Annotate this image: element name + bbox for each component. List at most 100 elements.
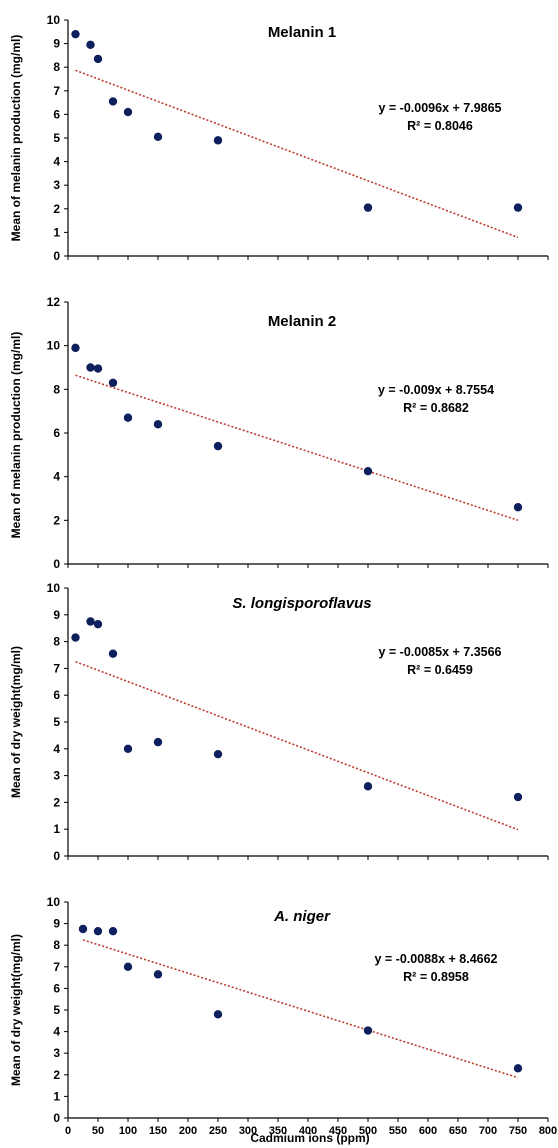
y-tick-label: 8 [53,382,60,396]
y-tick-label: 7 [53,960,60,974]
trendline [82,939,519,1079]
y-axis-label: Mean of dry weight(mg/ml) [9,646,23,798]
data-point [93,926,103,936]
x-tick-label: 700 [479,1125,497,1137]
chart-title: Melanin 2 [268,313,336,330]
data-point [513,203,523,212]
y-tick-label: 10 [47,339,61,353]
chart-title: A. niger [273,908,331,925]
y-tick-label: 5 [53,131,60,145]
data-point [93,54,103,64]
y-tick-label: 4 [53,742,60,756]
trendline-equation: y = -0.0096x + 7.9865 [378,101,501,115]
chart-panel-1: 0 1 2 3 4 5 6 7 8 9 10 Mean of melanin production (… [9,13,549,263]
data-point [71,343,80,353]
y-tick-label: 10 [47,13,61,27]
x-tick-label: 100 [119,1125,137,1137]
r-squared-label: R² = 0.8046 [407,119,473,133]
y-tick-label: 10 [47,581,61,595]
x-tick-label: 250 [209,1125,227,1137]
data-point [153,132,163,142]
y-tick-label: 1 [53,225,60,239]
y-tick-label: 8 [53,938,60,952]
y-tick-label: 2 [53,1068,60,1082]
data-point [153,737,163,747]
y-tick-label: 9 [53,37,60,51]
data-point [123,107,133,117]
data-point [108,926,118,936]
data-point [153,420,163,429]
x-tick-label: 600 [419,1125,437,1137]
data-point [108,378,118,387]
data-point [123,413,133,422]
y-tick-label: 8 [53,60,60,74]
y-tick-label: 1 [53,1089,60,1103]
shared-x-axis-label: Cadmium ions (ppm) [250,1131,369,1145]
data-point [93,364,103,373]
x-tick-label: 50 [92,1125,104,1137]
y-tick-label: 9 [53,917,60,931]
y-tick-label: 8 [53,635,60,649]
x-tick-label: 500 [359,1125,377,1137]
y-tick-label: 6 [53,107,60,121]
data-point [213,1010,223,1019]
y-tick-label: 2 [53,513,60,527]
y-tick-label: 5 [53,1003,60,1017]
y-tick-label: 2 [53,795,60,809]
y-tick-label: 4 [53,470,60,484]
x-tick-label: 750 [509,1125,527,1137]
data-point [363,203,373,212]
r-squared-label: R² = 0.8958 [403,970,469,984]
y-tick-label: 4 [53,1025,60,1039]
data-point [213,749,223,759]
data-point [86,40,95,49]
y-tick-label: 7 [53,661,60,675]
x-tick-label: 800 [539,1125,557,1137]
data-point [513,792,523,802]
y-axis-label: Mean of melanin production (mg/ml) [9,35,23,242]
data-point [213,136,223,145]
data-point [108,649,118,658]
y-tick-label: 10 [47,895,61,909]
data-point [153,970,163,979]
data-point [93,619,103,629]
y-tick-label: 7 [53,84,60,98]
data-point [71,29,80,39]
y-axis-label: Mean of melanin production (mg/ml) [9,332,23,539]
data-point [513,503,523,512]
data-point [123,962,133,971]
y-tick-label: 3 [53,769,60,783]
data-point [513,1064,523,1073]
y-tick-label: 0 [53,557,60,571]
trendline-equation: y = -0.009x + 8.7554 [378,383,494,397]
data-point [71,633,80,642]
data-point [213,441,223,451]
y-tick-label: 6 [53,688,60,702]
x-tick-label: 350 [269,1125,287,1137]
data-point [86,363,95,372]
y-tick-label: 2 [53,202,60,216]
y-tick-label: 4 [53,155,60,169]
data-point [363,467,373,476]
chart-panel-3: 0 1 2 3 4 5 6 7 8 9 10 Mean of dry weight(mg/ml) S. … [9,581,549,863]
y-axis-label: Mean of dry weight(mg/ml) [9,934,23,1086]
data-point [363,782,373,791]
r-squared-label: R² = 0.8682 [403,401,469,415]
data-point [123,744,133,753]
y-tick-label: 5 [53,715,60,729]
x-tick-label: 650 [449,1125,467,1137]
r-squared-label: R² = 0.6459 [407,663,473,677]
y-tick-label: 12 [47,295,61,309]
y-tick-label: 6 [53,981,60,995]
y-tick-label: 0 [53,1111,60,1125]
x-tick-label: 300 [239,1125,257,1137]
y-tick-label: 3 [53,1046,60,1060]
y-tick-label: 0 [53,249,60,263]
trendline [75,374,519,521]
y-tick-label: 1 [53,822,60,836]
y-tick-label: 3 [53,178,60,192]
y-tick-label: 6 [53,426,60,440]
